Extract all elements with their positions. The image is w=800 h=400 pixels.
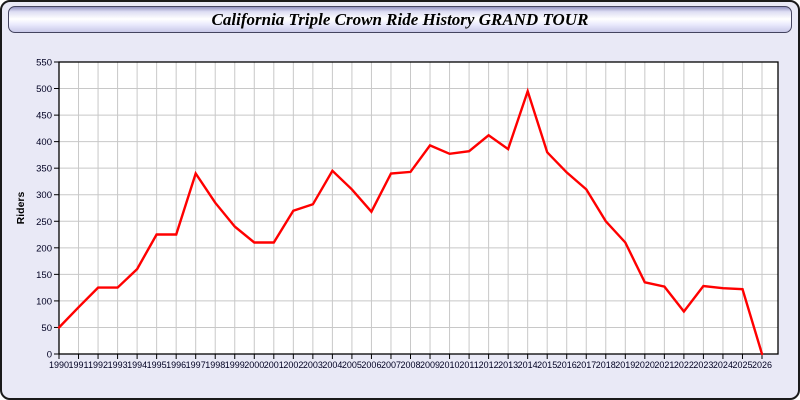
x-tick-label: 2003 xyxy=(303,360,323,370)
x-tick-label: 2026 xyxy=(752,360,772,370)
x-tick-label: 2000 xyxy=(244,360,264,370)
x-tick-label: 2019 xyxy=(615,360,635,370)
plot-area xyxy=(59,62,778,354)
x-tick-label: 1996 xyxy=(166,360,186,370)
y-tick-label: 550 xyxy=(36,58,52,69)
x-tick-label: 1993 xyxy=(108,360,128,370)
x-tick-label: 2017 xyxy=(576,360,596,370)
x-tick-label: 1994 xyxy=(127,360,147,370)
y-tick-label: 250 xyxy=(36,217,52,228)
y-tick-label: 400 xyxy=(36,137,52,148)
x-tick-label: 2004 xyxy=(322,360,342,370)
y-tick-label: 200 xyxy=(36,243,52,254)
x-tick-label: 2020 xyxy=(635,360,655,370)
x-tick-label: 1997 xyxy=(186,360,206,370)
x-tick-label: 2008 xyxy=(400,360,420,370)
x-tick-label: 2005 xyxy=(342,360,362,370)
x-tick-label: 2001 xyxy=(264,360,284,370)
x-tick-label: 2024 xyxy=(713,360,733,370)
y-tick-label: 450 xyxy=(36,111,52,122)
x-tick-label: 2006 xyxy=(361,360,381,370)
x-tick-label: 1999 xyxy=(225,360,245,370)
x-tick-label: 1991 xyxy=(69,360,89,370)
y-axis: 0 50 100 150 200 250 300 350 400 450 500 550 xyxy=(36,58,59,361)
x-tick-label: 2021 xyxy=(654,360,674,370)
x-tick-label: 1998 xyxy=(205,360,225,370)
y-tick-label: 500 xyxy=(36,84,52,95)
x-tick-label: 1992 xyxy=(88,360,108,370)
x-tick-label: 2013 xyxy=(498,360,518,370)
y-tick-label: 50 xyxy=(41,323,52,334)
x-tick-label: 2011 xyxy=(459,360,478,370)
x-tick-label: 2016 xyxy=(557,360,577,370)
x-axis: 1990 1991 1992 1993 1994 1995 1996 1997 1998 1999… xyxy=(49,354,772,370)
y-tick-label: 0 xyxy=(47,350,52,361)
x-tick-label: 2022 xyxy=(674,360,694,370)
chart-title-bar: California Triple Crown Ride History GRA… xyxy=(8,6,792,33)
x-tick-label: 2012 xyxy=(479,360,499,370)
chart-title: California Triple Crown Ride History GRA… xyxy=(211,9,589,29)
x-tick-label: 2014 xyxy=(518,360,538,370)
x-tick-label: 1990 xyxy=(49,360,69,370)
x-tick-label: 2002 xyxy=(283,360,303,370)
x-tick-label: 2025 xyxy=(732,360,752,370)
x-tick-label: 2007 xyxy=(381,360,401,370)
x-tick-label: 1995 xyxy=(147,360,167,370)
x-tick-label: 2010 xyxy=(440,360,460,370)
x-tick-label: 2015 xyxy=(537,360,557,370)
x-tick-label: 2023 xyxy=(693,360,713,370)
y-tick-label: 300 xyxy=(36,190,52,201)
y-tick-label: 350 xyxy=(36,164,52,175)
plot-frame xyxy=(58,61,779,355)
x-tick-label: 2009 xyxy=(420,360,440,370)
x-tick-label: 2018 xyxy=(596,360,616,370)
y-tick-label: 150 xyxy=(36,270,52,281)
riders-line xyxy=(57,87,764,356)
y-tick-label: 100 xyxy=(36,296,52,307)
y-axis-title: Riders xyxy=(15,192,27,225)
